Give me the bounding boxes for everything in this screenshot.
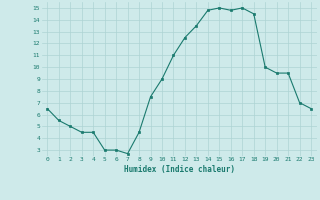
- X-axis label: Humidex (Indice chaleur): Humidex (Indice chaleur): [124, 165, 235, 174]
